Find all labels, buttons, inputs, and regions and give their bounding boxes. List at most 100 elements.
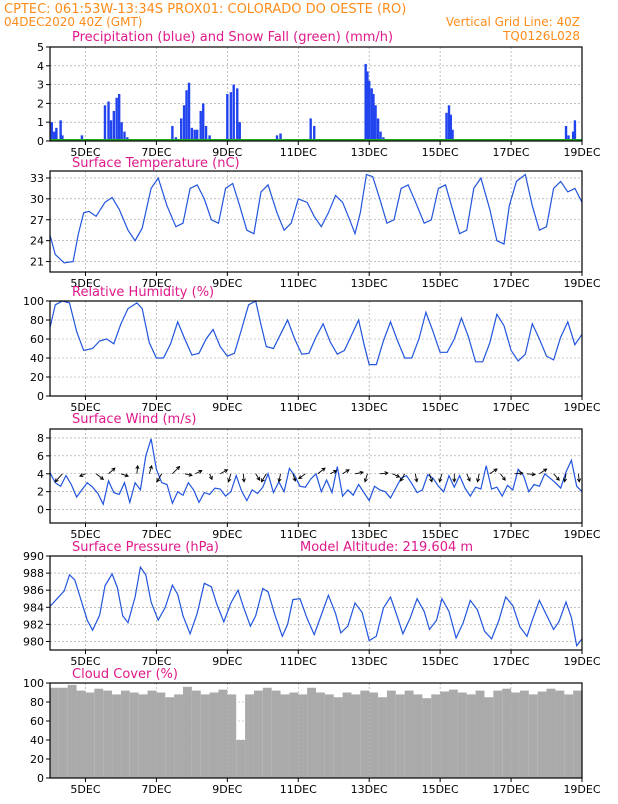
wind-arrow xyxy=(400,473,406,482)
wind-arrow xyxy=(526,472,536,477)
precip-bar xyxy=(59,120,62,141)
wind-arrow xyxy=(452,473,457,483)
cloud-bar xyxy=(528,694,538,778)
grid-lines xyxy=(50,171,583,272)
cloud-bar xyxy=(271,690,281,778)
cloud-bar xyxy=(253,690,263,778)
precip-bar xyxy=(120,122,123,141)
wind-arrow xyxy=(342,469,350,475)
wind-arrow xyxy=(298,473,306,480)
x-tick-label: 11DEC xyxy=(280,401,317,414)
y-tick-label: 60 xyxy=(30,333,44,346)
cloud-bar xyxy=(466,694,476,778)
y-tick-label: 1 xyxy=(37,116,44,129)
y-tick-label: 60 xyxy=(30,715,44,728)
x-tick-label: 13DEC xyxy=(351,401,388,414)
x-tick-label: 9DEC xyxy=(212,401,242,414)
wind-arrow xyxy=(261,473,267,483)
cloud-bar xyxy=(316,692,325,778)
y-tick-label: 986 xyxy=(23,584,44,597)
x-tick-label: 19DEC xyxy=(563,277,600,290)
cloud-bar xyxy=(174,694,183,778)
cloud-bar xyxy=(76,690,86,778)
precip-bar xyxy=(208,135,211,141)
precip-bar xyxy=(279,133,282,141)
wind-arrow xyxy=(514,471,524,476)
precip-bar xyxy=(50,122,53,141)
precip-bar xyxy=(372,94,375,141)
panel-title: Surface Pressure (hPa) xyxy=(72,540,219,555)
cloud-bar xyxy=(564,694,574,778)
x-tick-label: 11DEC xyxy=(280,655,317,668)
precip-bar xyxy=(123,131,126,141)
y-tick-label: 20 xyxy=(30,371,44,384)
cloud-bar xyxy=(537,691,547,778)
y-tick-label: 3 xyxy=(37,79,44,92)
cloud-bar xyxy=(484,697,494,778)
precip-bar xyxy=(374,105,377,141)
y-tick-label: 0 xyxy=(37,504,44,517)
x-tick-label: 17DEC xyxy=(493,146,530,159)
precip-bar xyxy=(238,122,241,141)
x-tick-label: 15DEC xyxy=(422,401,459,414)
grid-lines xyxy=(50,47,583,141)
cloud-bar xyxy=(120,690,130,778)
x-tick-label: 15DEC xyxy=(422,528,459,541)
cloud-bar xyxy=(67,684,77,778)
x-tick-label: 15DEC xyxy=(422,655,459,668)
wind-arrow xyxy=(79,473,86,477)
model-altitude: Model Altitude: 219.604 m xyxy=(300,540,473,555)
x-tick-label: 11DEC xyxy=(280,146,317,159)
cloud-bar xyxy=(129,692,139,778)
y-tick-label: 2 xyxy=(37,486,44,499)
x-tick-label: 17DEC xyxy=(493,401,530,414)
x-tick-label: 15DEC xyxy=(422,146,459,159)
wind-arrow xyxy=(108,467,116,475)
cloud-bar xyxy=(58,687,68,778)
cloud-bar xyxy=(431,694,441,778)
wind-arrow xyxy=(489,468,498,475)
y-tick-label: 6 xyxy=(37,450,44,463)
precip-bar xyxy=(368,80,371,141)
x-tick-label: 9DEC xyxy=(212,655,242,668)
precip-bar xyxy=(370,88,373,141)
cloud-bar xyxy=(511,692,520,778)
wind-arrow xyxy=(184,472,193,477)
x-tick-label: 19DEC xyxy=(563,528,600,541)
cloud-bar xyxy=(165,697,175,778)
wind-arrow xyxy=(120,473,130,478)
wind-arrow xyxy=(255,473,261,481)
precip-bar xyxy=(115,97,118,141)
axes-frame xyxy=(49,300,583,397)
cloud-bar xyxy=(457,692,467,778)
x-tick-label: 19DEC xyxy=(563,783,600,796)
panel-title: Surface Wind (m/s) xyxy=(72,412,196,427)
cloud-bar xyxy=(333,697,343,778)
precip-bar xyxy=(447,105,451,141)
precip-bar xyxy=(171,125,174,141)
cloud-bar xyxy=(236,740,246,778)
wind-arrow xyxy=(156,473,163,483)
precip-bar xyxy=(182,105,186,141)
y-tick-label: 990 xyxy=(23,550,44,563)
wind-arrow xyxy=(363,473,368,483)
precip-bar xyxy=(117,94,121,141)
precip-bar xyxy=(379,131,382,141)
y-tick-label: 984 xyxy=(23,601,44,614)
precip-bar xyxy=(61,135,64,141)
panel-1: 0 1 2 3 4 5 5DEC 7DEC 9DEC 11DEC 13DEC 15DEC 17DEC 19… xyxy=(37,30,601,159)
x-tick-label: 13DEC xyxy=(351,783,388,796)
axes-frame xyxy=(49,428,583,524)
precip-bar xyxy=(564,125,568,141)
cloud-bar xyxy=(351,694,361,778)
x-tick-label: 19DEC xyxy=(563,146,600,159)
precip-bar xyxy=(226,94,229,141)
x-tick-label: 17DEC xyxy=(493,783,530,796)
precip-bar xyxy=(275,135,279,141)
y-tick-label: 80 xyxy=(30,314,44,327)
series-line xyxy=(49,173,583,264)
y-tick-label: 4 xyxy=(37,60,44,73)
wind-arrow xyxy=(476,473,481,483)
